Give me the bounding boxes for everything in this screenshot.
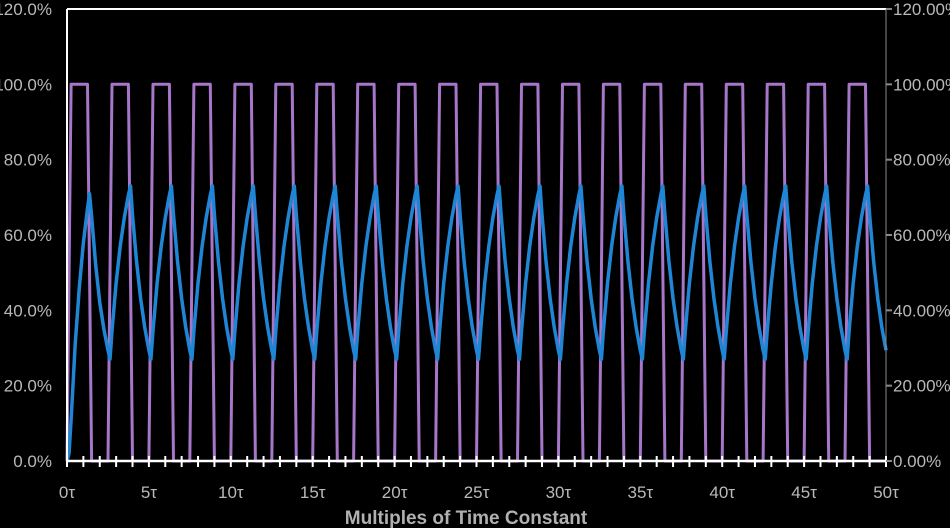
- x-tick-label: 5τ: [141, 483, 157, 502]
- y-right-tick-label: 20.00%: [893, 377, 950, 396]
- y-right-tick-label: 40.00%: [893, 301, 950, 320]
- y-right-tick-label: 60.00%: [893, 226, 950, 245]
- y-left-tick-label: 0.0%: [13, 452, 52, 471]
- x-tick-label: 40τ: [709, 483, 735, 502]
- y-left-tick-label: 60.0%: [4, 226, 52, 245]
- series-layer: [65, 82, 888, 463]
- y-left-tick-label: 80.0%: [4, 151, 52, 170]
- y-right-tick-label: 80.00%: [893, 151, 950, 170]
- y-left-tick-label: 100.0%: [0, 75, 52, 94]
- x-tick-label: 20τ: [382, 483, 408, 502]
- y-left-tick-label: 120.0%: [0, 0, 52, 19]
- square-wave-series: [65, 82, 886, 463]
- axis-layer: 0τ 5τ 10τ 15τ 20τ 25τ 30τ 35τ 40τ 45τ 50τ 0.0% 0.00%…: [0, 0, 950, 502]
- x-tick-label: 35τ: [627, 483, 653, 502]
- y-left-tick-label: 40.0%: [4, 301, 52, 320]
- x-tick-label: 30τ: [546, 483, 572, 502]
- x-tick-label: 0τ: [59, 483, 75, 502]
- y-left-tick-label: 20.0%: [4, 377, 52, 396]
- x-tick-label: 45τ: [791, 483, 817, 502]
- x-tick-label: 15τ: [300, 483, 326, 502]
- x-tick-label: 50τ: [873, 483, 899, 502]
- y-right-tick-label: 100.00%: [893, 75, 950, 94]
- x-tick-label: 25τ: [464, 483, 490, 502]
- rc-response-series: [65, 184, 888, 462]
- y-right-tick-label: 0.00%: [893, 452, 941, 471]
- x-axis-title: Multiples of Time Constant: [345, 508, 588, 528]
- x-tick-label: 10τ: [218, 483, 244, 502]
- y-right-tick-label: 120.00%: [893, 0, 950, 19]
